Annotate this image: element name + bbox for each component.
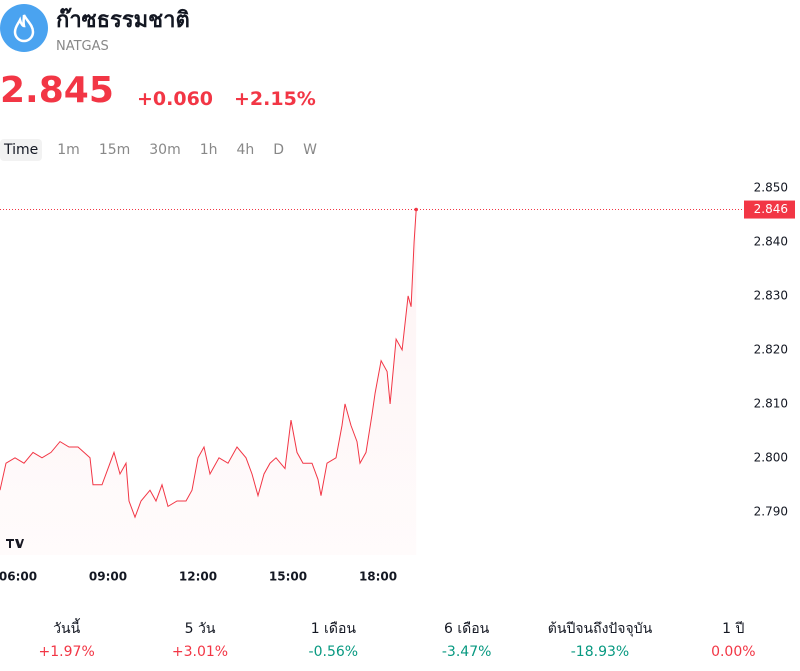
- tab[interactable]: 4h: [236, 142, 255, 158]
- last-point: [414, 207, 418, 212]
- tab[interactable]: W: [303, 142, 317, 158]
- perf-value: -0.56%: [308, 644, 359, 660]
- x-tick-label: 09:00: [89, 570, 127, 584]
- tab[interactable]: 30m: [149, 142, 181, 158]
- perf-value: +1.97%: [38, 644, 95, 660]
- tabs: Time 1m 15m 30m 1h 4h D W: [0, 139, 332, 161]
- y-tick-label: 2.790: [754, 504, 788, 518]
- price-line: [0, 209, 417, 519]
- perf-period: 5 วัน: [184, 621, 216, 637]
- tab[interactable]: 1m: [57, 142, 80, 158]
- perf-value: -3.47%: [441, 644, 492, 660]
- x-tick-label: 15:00: [269, 570, 307, 584]
- y-tick-label: 2.800: [754, 450, 788, 464]
- x-tick-label: 18:00: [359, 570, 397, 584]
- perf-value: +3.01%: [171, 644, 229, 660]
- y-tick-label: 2.810: [754, 396, 788, 410]
- y-tick-label: 2.820: [754, 342, 788, 356]
- perf-value: 0.00%: [711, 644, 756, 660]
- tab[interactable]: 1h: [199, 142, 218, 158]
- perf-item: วันนี้ +1.97%: [0, 618, 133, 660]
- perf-period: วันนี้: [53, 621, 81, 637]
- title: ก๊าซธรรมชาติ: [56, 8, 190, 33]
- change-pct: +2.15%: [234, 88, 316, 110]
- perf-item: 6 เดือน -3.47%: [400, 618, 533, 660]
- tab[interactable]: 15m: [98, 142, 131, 158]
- tab[interactable]: Time: [0, 139, 43, 161]
- symbol: NATGAS: [56, 39, 109, 54]
- price: 2.845: [0, 70, 114, 111]
- perf-item: ต้นปีจนถึงปัจจุบัน -18.93%: [533, 618, 666, 660]
- chart: 2.850 2.840 2.830 2.820 2.810 2.800 2.790 06:00…: [0, 180, 795, 584]
- perf-item: 1 ปี 0.00%: [667, 618, 800, 660]
- icon: [0, 4, 48, 52]
- last-price-box: [744, 200, 795, 219]
- perf-value: -18.93%: [570, 644, 630, 660]
- perf-period: ต้นปีจนถึงปัจจุบัน: [547, 621, 653, 637]
- y-tick-label: 2.840: [754, 234, 788, 248]
- perf-period: 1 เดือน: [310, 621, 356, 637]
- y-tick-label: 2.830: [754, 288, 788, 302]
- perf-period: 1 ปี: [722, 621, 745, 637]
- perf-item: 1 เดือน -0.56%: [267, 618, 400, 660]
- performance: วันนี้ +1.97% 5 วัน +3.01% 1 เดือน -0.56% 6 เด…: [0, 618, 800, 660]
- perf-period: 6 เดือน: [444, 621, 490, 637]
- tab[interactable]: D: [273, 142, 285, 158]
- area-fill: [0, 209, 417, 555]
- y-tick-label: 2.850: [754, 180, 788, 194]
- change: +0.060: [137, 88, 214, 110]
- x-tick-label: 12:00: [179, 570, 217, 584]
- perf-item: 5 วัน +3.01%: [133, 618, 266, 660]
- x-tick-label: 06:00: [0, 570, 37, 584]
- last-price-label: 2.846: [754, 202, 788, 216]
